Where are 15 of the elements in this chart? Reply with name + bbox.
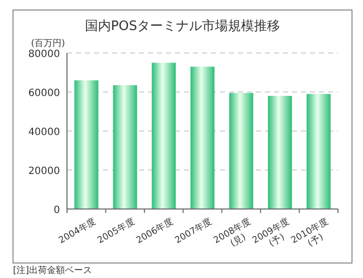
y-tick-label: 20000 [28,166,60,177]
y-tick-label: 60000 [28,88,60,99]
y-tick-label: 80000 [28,49,60,60]
text: [注]出荷金額ベース [13,265,92,276]
bar [152,62,176,209]
bar [190,66,214,209]
y-tick-label: 40000 [28,127,60,138]
bar [74,80,98,209]
chart-title: 国内POSターミナル市場規模推移 [84,19,280,34]
bar [113,85,138,209]
bar [306,94,331,209]
y-tick-label: 0 [54,205,60,216]
bar [268,96,292,209]
y-axis-title: (百万円) [31,39,66,49]
bar [229,92,254,209]
